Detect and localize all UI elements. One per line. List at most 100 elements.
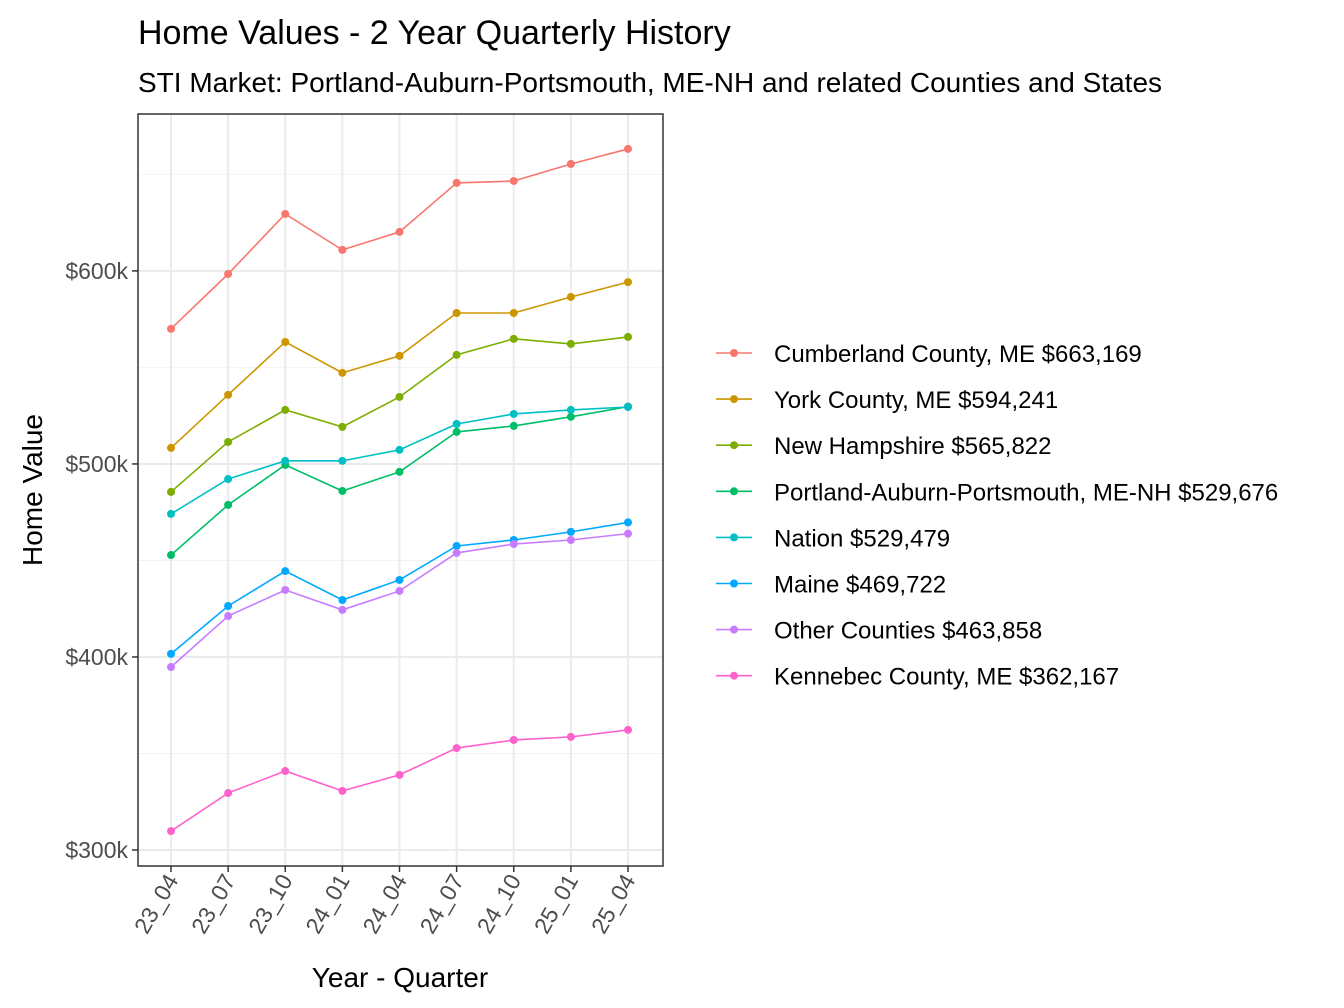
- data-point: [566, 159, 575, 168]
- data-point: [281, 337, 290, 346]
- legend-item: Kennebec County, ME $362,167: [716, 664, 1119, 691]
- chart-title: Home Values - 2 Year Quarterly History: [138, 14, 731, 52]
- data-point: [624, 725, 632, 734]
- x-tick-label: 24_04: [357, 869, 412, 938]
- x-tick-label: 23_10: [243, 870, 298, 938]
- series-6: [167, 529, 632, 671]
- data-point: [338, 456, 347, 465]
- legend: Cumberland County, ME $663,169 York Count…: [716, 341, 1278, 691]
- x-tick-label: 25_04: [586, 869, 641, 938]
- data-point: [167, 324, 175, 333]
- data-point: [452, 419, 461, 428]
- series-group: [167, 144, 632, 836]
- data-point: [167, 551, 175, 560]
- data-point: [167, 509, 175, 518]
- series-0: [167, 144, 632, 333]
- legend-item: Maine $469,722: [716, 572, 946, 599]
- data-point: [338, 486, 347, 495]
- data-point: [224, 390, 233, 399]
- data-point: [167, 487, 175, 496]
- legend-label: Other Counties $463,858: [774, 618, 1042, 645]
- data-point: [452, 548, 461, 557]
- x-tick-label: 24_01: [300, 870, 355, 938]
- data-point: [509, 409, 518, 418]
- legend-label: Cumberland County, ME $663,169: [774, 341, 1142, 368]
- data-point: [624, 518, 632, 527]
- data-point: [224, 474, 233, 483]
- data-point: [167, 443, 175, 452]
- legend-key-point: [730, 671, 738, 680]
- data-point: [509, 334, 518, 343]
- data-point: [624, 403, 632, 412]
- y-tick-label: $400k: [65, 644, 128, 670]
- legend-item: Cumberland County, ME $663,169: [716, 341, 1142, 368]
- x-axis-label: Year - Quarter: [312, 962, 488, 993]
- series-2: [167, 332, 632, 496]
- legend-key-point: [730, 533, 738, 542]
- data-point: [395, 445, 404, 454]
- gridlines: [138, 114, 663, 866]
- data-point: [338, 245, 347, 254]
- y-tick-label: $500k: [65, 451, 128, 477]
- data-point: [566, 527, 575, 536]
- x-tick-label: 23_07: [186, 870, 241, 938]
- data-point: [281, 456, 290, 465]
- series-1: [167, 278, 632, 452]
- data-point: [167, 827, 175, 836]
- legend-label: York County, ME $594,241: [774, 387, 1058, 414]
- legend-item: Nation $529,479: [716, 525, 950, 552]
- legend-key-point: [730, 625, 738, 634]
- data-point: [395, 467, 404, 476]
- x-tick-label: 23_04: [129, 869, 184, 938]
- data-point: [224, 612, 233, 621]
- legend-item: New Hampshire $565,822: [716, 433, 1052, 460]
- data-point: [624, 529, 632, 538]
- legend-item: Other Counties $463,858: [716, 618, 1042, 645]
- data-point: [509, 421, 518, 430]
- data-point: [338, 786, 347, 795]
- data-point: [624, 332, 632, 341]
- data-point: [167, 649, 175, 658]
- data-point: [395, 392, 404, 401]
- x-tick-label: 24_07: [414, 870, 469, 938]
- data-point: [281, 405, 290, 414]
- data-point: [566, 292, 575, 301]
- data-point: [167, 662, 175, 671]
- data-point: [281, 585, 290, 594]
- data-point: [509, 309, 518, 318]
- data-point: [395, 770, 404, 779]
- data-point: [395, 351, 404, 360]
- data-point: [224, 270, 233, 279]
- data-point: [509, 176, 518, 185]
- data-point: [338, 605, 347, 614]
- data-point: [281, 767, 290, 776]
- data-point: [224, 602, 233, 611]
- data-point: [224, 789, 233, 798]
- data-point: [452, 178, 461, 187]
- legend-label: Maine $469,722: [774, 572, 946, 599]
- data-point: [395, 227, 404, 236]
- data-point: [566, 732, 575, 741]
- y-tick-label: $600k: [65, 258, 128, 284]
- data-point: [338, 368, 347, 377]
- y-tick-label: $300k: [65, 837, 128, 863]
- data-point: [624, 278, 632, 287]
- legend-label: Portland-Auburn-Portsmouth, ME-NH $529,6…: [774, 479, 1278, 506]
- legend-item: York County, ME $594,241: [716, 387, 1058, 414]
- data-point: [338, 422, 347, 431]
- data-point: [566, 339, 575, 348]
- x-tick-label: 24_10: [472, 870, 527, 938]
- plot-panel-border: [137, 113, 664, 867]
- legend-label: Kennebec County, ME $362,167: [774, 664, 1119, 691]
- chart-subtitle: STI Market: Portland-Auburn-Portsmouth, …: [138, 67, 1162, 98]
- y-axis-label: Home Value: [17, 414, 48, 566]
- data-point: [224, 500, 233, 509]
- legend-key-point: [730, 579, 738, 588]
- data-point: [338, 596, 347, 605]
- data-point: [624, 144, 632, 153]
- legend-key-point: [730, 441, 738, 450]
- data-point: [566, 405, 575, 414]
- legend-key-point: [730, 349, 738, 357]
- legend-key-point: [730, 487, 738, 496]
